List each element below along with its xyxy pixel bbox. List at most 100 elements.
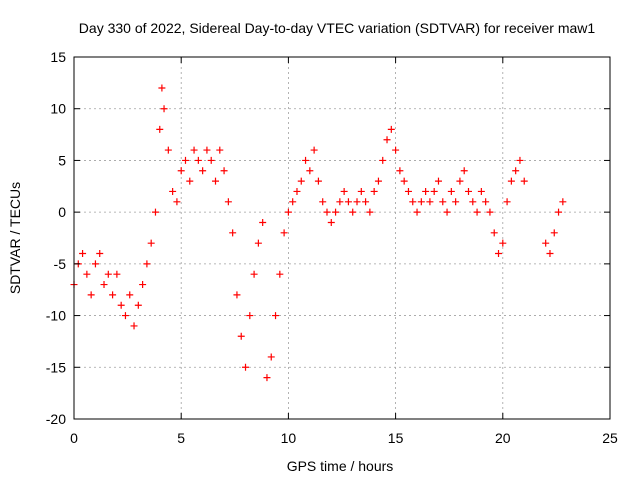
data-point — [297, 177, 305, 185]
y-tick-label: 10 — [50, 101, 66, 117]
data-point — [207, 156, 215, 164]
data-point — [434, 177, 442, 185]
data-point — [332, 208, 340, 216]
data-point — [302, 156, 310, 164]
data-point — [495, 250, 503, 258]
data-point — [379, 156, 387, 164]
data-point — [482, 198, 490, 206]
data-point — [306, 167, 314, 175]
data-point — [396, 167, 404, 175]
y-tick-label: 0 — [58, 204, 66, 220]
data-point — [486, 208, 494, 216]
data-point — [276, 270, 284, 278]
data-point — [246, 312, 254, 320]
data-point — [473, 208, 481, 216]
data-point — [417, 198, 425, 206]
data-point — [559, 198, 567, 206]
data-point — [220, 167, 228, 175]
data-point — [233, 291, 241, 299]
data-point — [344, 198, 352, 206]
data-point — [83, 270, 91, 278]
data-point — [156, 125, 164, 133]
data-point — [542, 239, 550, 247]
data-point — [383, 136, 391, 144]
data-point — [370, 187, 378, 195]
data-point — [284, 208, 292, 216]
data-point — [158, 84, 166, 92]
data-point — [387, 125, 395, 133]
data-point — [100, 281, 108, 289]
data-point — [366, 208, 374, 216]
data-point — [452, 198, 460, 206]
data-point — [79, 250, 87, 258]
data-point — [250, 270, 258, 278]
data-point — [464, 187, 472, 195]
data-point — [327, 218, 335, 226]
data-point — [430, 187, 438, 195]
data-point — [336, 198, 344, 206]
data-point — [267, 353, 275, 361]
data-point — [216, 146, 224, 154]
data-point — [374, 177, 382, 185]
data-point — [546, 250, 554, 258]
x-tick-label: 10 — [281, 430, 297, 446]
data-point — [113, 270, 121, 278]
data-point — [340, 187, 348, 195]
x-axis-label: GPS time / hours — [287, 458, 394, 474]
data-point — [357, 187, 365, 195]
data-point — [310, 146, 318, 154]
data-point — [319, 198, 327, 206]
data-points — [70, 84, 567, 382]
data-point — [126, 291, 134, 299]
data-point — [186, 177, 194, 185]
data-point — [263, 374, 271, 382]
data-point — [212, 177, 220, 185]
data-point — [323, 208, 331, 216]
data-point — [254, 239, 262, 247]
data-point — [520, 177, 528, 185]
data-point — [550, 229, 558, 237]
data-point — [362, 198, 370, 206]
data-point — [109, 291, 117, 299]
x-tick-label: 20 — [495, 430, 511, 446]
y-tick-label: -15 — [46, 359, 66, 375]
data-point — [91, 260, 99, 268]
data-point — [447, 187, 455, 195]
data-point — [147, 239, 155, 247]
data-point — [87, 291, 95, 299]
y-tick-label: -20 — [46, 411, 66, 427]
data-point — [164, 146, 172, 154]
data-point — [512, 167, 520, 175]
data-point — [314, 177, 322, 185]
data-point — [422, 187, 430, 195]
x-tick-label: 5 — [177, 430, 185, 446]
data-point — [404, 187, 412, 195]
x-tick-label: 15 — [388, 430, 404, 446]
data-point — [190, 146, 198, 154]
data-point — [555, 208, 563, 216]
data-point — [224, 198, 232, 206]
data-point — [130, 322, 138, 330]
data-point — [477, 187, 485, 195]
data-point — [169, 187, 177, 195]
data-point — [392, 146, 400, 154]
data-point — [413, 208, 421, 216]
data-point — [516, 156, 524, 164]
x-tick-label: 25 — [602, 430, 618, 446]
data-point — [490, 229, 498, 237]
data-point — [160, 105, 168, 113]
data-point — [293, 187, 301, 195]
y-tick-label: -10 — [46, 308, 66, 324]
data-point — [121, 312, 129, 320]
y-axis-label: SDTVAR / TECUs — [7, 182, 23, 294]
data-point — [443, 208, 451, 216]
data-point — [194, 156, 202, 164]
data-point — [203, 146, 211, 154]
data-point — [104, 270, 112, 278]
plot-frame — [73, 56, 611, 420]
data-point — [507, 177, 515, 185]
data-point — [439, 198, 447, 206]
data-point — [96, 250, 104, 258]
data-point — [426, 198, 434, 206]
